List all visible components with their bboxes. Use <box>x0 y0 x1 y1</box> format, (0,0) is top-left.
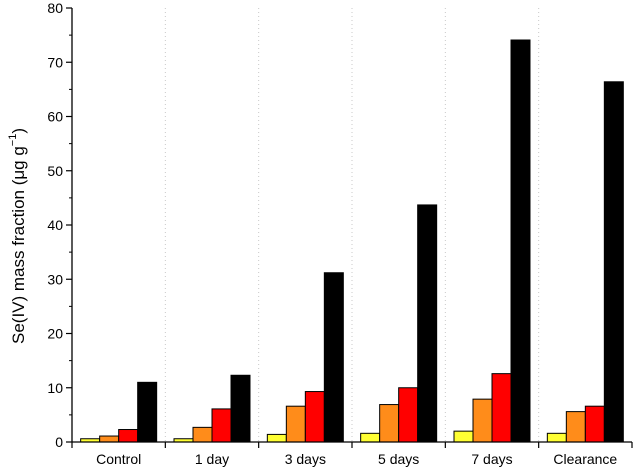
bar-clearance-s2 <box>565 411 586 443</box>
y-tick-label: 30 <box>47 271 63 287</box>
bar-5-days-s3 <box>398 387 419 443</box>
y-tick-label: 20 <box>47 326 63 342</box>
bar-1-day-s4 <box>230 374 251 443</box>
bars <box>80 39 624 443</box>
bar-1-day-s2 <box>192 426 213 443</box>
bar-5-days-s2 <box>379 404 400 443</box>
x-tick-label: 1 day <box>195 451 229 467</box>
x-tick-label: 7 days <box>471 451 512 467</box>
x-tick-label: 5 days <box>378 451 419 467</box>
y-axis-title-superscript: −1 <box>7 134 19 147</box>
y-tick-label: 0 <box>55 434 63 450</box>
bar-clearance-s4 <box>603 81 624 443</box>
bar-5-days-s4 <box>417 204 438 443</box>
bar-7-days-s3 <box>491 373 512 443</box>
bar-7-days-s2 <box>472 398 493 443</box>
y-tick-label: 40 <box>47 217 63 233</box>
bar-1-day-s3 <box>211 408 232 443</box>
x-tick-label: Control <box>96 451 141 467</box>
bar-clearance-s1 <box>546 432 567 443</box>
bar-clearance-s3 <box>584 405 605 443</box>
category-separators <box>164 8 540 442</box>
bar-control-s3 <box>118 429 139 443</box>
x-tick-label: Clearance <box>553 451 617 467</box>
bar-3-days-s3 <box>304 391 325 443</box>
x-tick-label: 3 days <box>285 451 326 467</box>
bar-7-days-s1 <box>453 430 474 443</box>
bar-3-days-s1 <box>266 433 287 443</box>
bar-5-days-s1 <box>360 432 381 443</box>
y-tick-label: 50 <box>47 163 63 179</box>
y-axis-title-close: ) <box>9 128 28 134</box>
y-tick-label: 80 <box>47 0 63 16</box>
bar-control-s2 <box>99 435 120 443</box>
y-tick-label: 70 <box>47 54 63 70</box>
bar-7-days-s4 <box>510 39 531 443</box>
bar-control-s4 <box>137 381 158 443</box>
bar-3-days-s2 <box>285 405 306 443</box>
y-tick-label: 10 <box>47 380 63 396</box>
y-axis-title: Se(IV) mass fraction (μg g−1) <box>7 128 28 344</box>
y-tick-label: 60 <box>47 109 63 125</box>
bar-3-days-s4 <box>323 272 344 443</box>
ticks: 0 10 20 30 40 50 60 70 80 Control 1 day 3 days 5 day… <box>47 0 633 467</box>
y-axis-title-text: Se(IV) mass fraction (μg g <box>9 146 28 344</box>
